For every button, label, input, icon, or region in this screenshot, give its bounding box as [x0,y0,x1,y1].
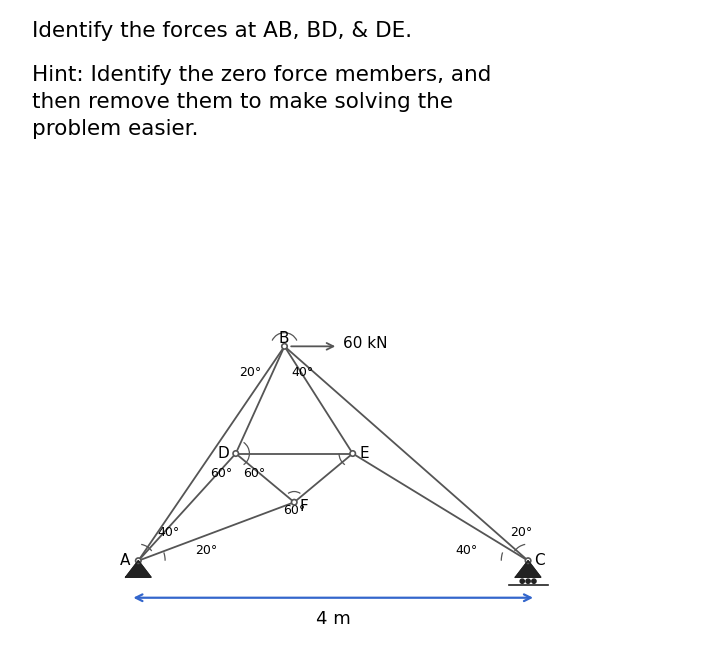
Circle shape [282,344,287,349]
Circle shape [292,499,297,505]
Text: B: B [278,331,289,346]
Text: 60°: 60° [210,467,233,480]
Text: 60°: 60° [283,504,305,517]
Circle shape [526,579,530,584]
Polygon shape [516,561,541,577]
Text: A: A [120,553,130,568]
Text: 60 kN: 60 kN [343,336,387,351]
Text: 20°: 20° [239,366,261,379]
Text: Hint: Identify the zero force members, and
then remove them to make solving the
: Hint: Identify the zero force members, a… [32,65,492,139]
Text: 20°: 20° [510,526,533,539]
Text: C: C [534,553,545,568]
Text: 20°: 20° [195,544,217,557]
Circle shape [520,579,524,584]
Text: E: E [359,446,369,461]
Text: 60°: 60° [243,467,266,480]
Circle shape [135,558,141,564]
Text: 40°: 40° [455,544,477,557]
Polygon shape [126,561,151,577]
Text: D: D [217,446,229,461]
Circle shape [350,451,356,456]
Text: 4 m: 4 m [316,610,351,628]
Text: Identify the forces at AB, BD, & DE.: Identify the forces at AB, BD, & DE. [32,21,413,41]
Circle shape [532,579,536,584]
Circle shape [233,451,238,456]
Text: 40°: 40° [292,366,313,379]
Text: 40°: 40° [158,526,180,539]
Text: F: F [300,499,308,514]
Circle shape [526,558,531,564]
